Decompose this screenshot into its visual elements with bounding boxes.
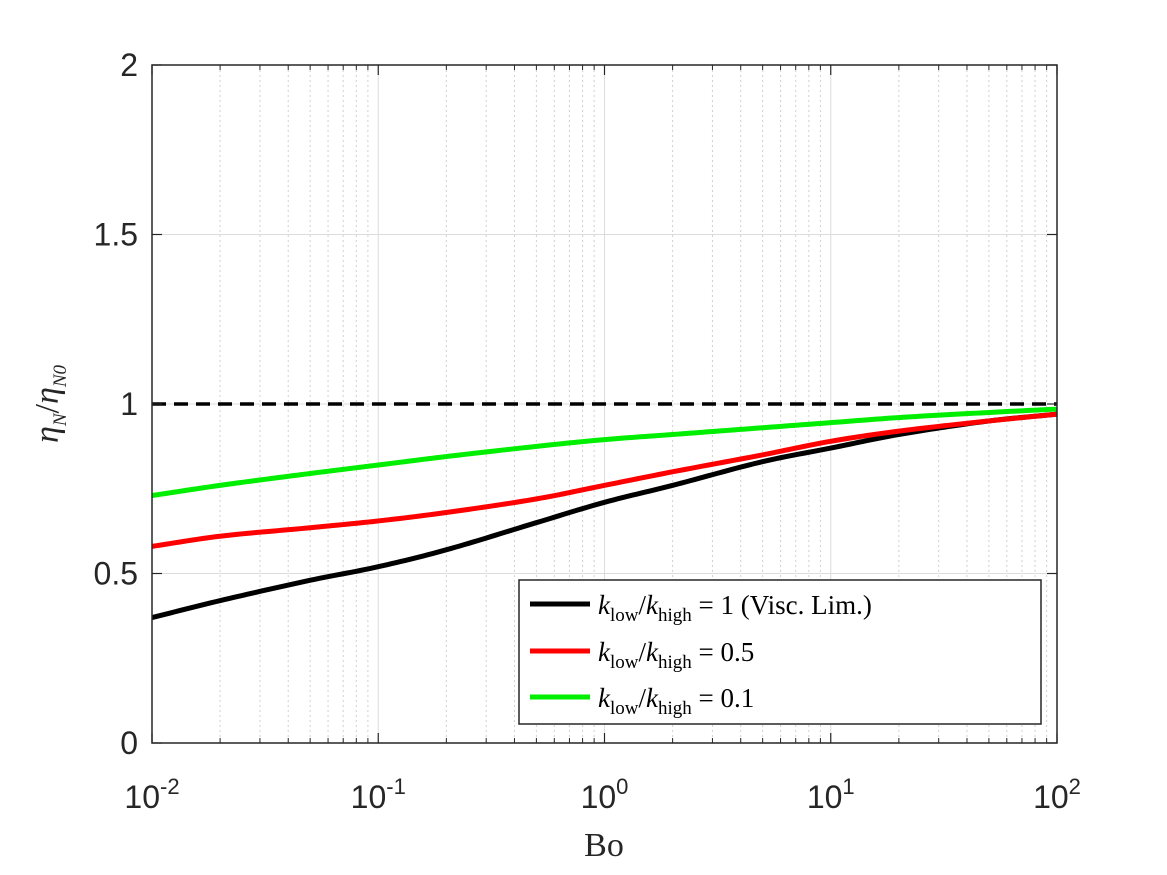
legend-label: klow/khigh = 1 (Visc. Lim.) [598,590,872,626]
x-tick-label: 10-2 [124,774,179,815]
legend-label: klow/khigh = 0.1 [598,683,754,719]
y-tick-label: 0 [120,725,138,761]
x-tick-labels: 10-2 10-1 100 101 102 [124,774,1081,815]
y-tick-labels: 0 0.5 1 1.5 2 [94,47,138,761]
y-axis-title: ηN/ηN0 [29,364,71,443]
y-tick-label: 1.5 [94,217,138,253]
y-tick-label: 1 [120,386,138,422]
x-tick-label: 101 [807,774,855,815]
x-tick-label: 10-1 [351,774,406,815]
series-line-1 [151,411,1058,549]
series-line-2 [151,406,1058,499]
y-tick-label: 2 [120,47,138,83]
legend-box [518,579,1042,725]
y-tick-label: 0.5 [94,556,138,592]
series-line-0 [151,411,1058,620]
tick-marks [151,64,1058,744]
x-tick-label: 102 [1033,774,1081,815]
legend-label: klow/khigh = 0.5 [598,637,754,673]
x-tick-label: 100 [581,774,629,815]
series-layer [151,406,1058,620]
x-axis-title: Bo [584,827,624,864]
legend: klow/khigh = 1 (Visc. Lim.) klow/khigh =… [518,579,1042,725]
